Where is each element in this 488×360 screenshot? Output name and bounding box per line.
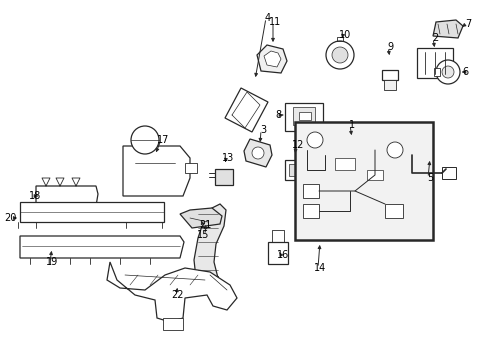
Polygon shape [224, 88, 267, 132]
Bar [285, 160, 303, 180]
Bar [202, 276, 218, 288]
Bar [346, 140, 357, 162]
Circle shape [131, 126, 159, 154]
Text: 5: 5 [426, 173, 432, 183]
Bar [288, 164, 298, 176]
Bar [294, 122, 432, 240]
Text: 11: 11 [268, 17, 281, 27]
Bar [215, 169, 232, 185]
Bar [381, 70, 397, 80]
Circle shape [441, 66, 453, 78]
Polygon shape [107, 262, 237, 322]
Bar [292, 107, 314, 125]
Text: 22: 22 [171, 290, 184, 300]
Text: 16: 16 [276, 250, 288, 260]
Text: 18: 18 [29, 191, 41, 201]
Text: 4: 4 [264, 13, 270, 23]
Text: 21: 21 [199, 220, 211, 230]
Polygon shape [20, 236, 183, 258]
Bar [416, 48, 452, 78]
Bar [433, 68, 439, 76]
Bar [334, 158, 354, 170]
Bar [441, 167, 455, 179]
Bar [384, 204, 402, 218]
Polygon shape [36, 186, 98, 206]
Circle shape [325, 41, 353, 69]
Polygon shape [244, 139, 271, 167]
Polygon shape [180, 208, 222, 228]
Bar [163, 318, 183, 330]
Bar [184, 163, 197, 173]
Circle shape [251, 147, 264, 159]
Text: 19: 19 [46, 257, 58, 267]
Circle shape [435, 60, 459, 84]
Bar [267, 242, 287, 264]
Polygon shape [123, 146, 190, 196]
Polygon shape [20, 202, 163, 222]
Bar [285, 103, 323, 131]
Bar [303, 204, 318, 218]
Bar [347, 150, 355, 158]
Bar [298, 112, 310, 120]
Text: 20: 20 [4, 213, 16, 223]
Polygon shape [432, 20, 462, 38]
Text: 6: 6 [461, 67, 467, 77]
Bar [383, 80, 395, 90]
Text: 7: 7 [464, 19, 470, 29]
Circle shape [386, 142, 402, 158]
Text: 13: 13 [222, 153, 234, 163]
Polygon shape [194, 204, 225, 278]
Bar [366, 170, 382, 180]
Text: 17: 17 [157, 135, 169, 145]
Circle shape [306, 132, 323, 148]
Text: 8: 8 [274, 110, 281, 120]
Bar [303, 184, 318, 198]
Text: 14: 14 [313, 263, 325, 273]
Text: 15: 15 [196, 230, 209, 240]
Text: 1: 1 [348, 120, 354, 130]
Text: 10: 10 [338, 30, 350, 40]
Text: 12: 12 [291, 140, 304, 150]
Circle shape [331, 47, 347, 63]
Text: 9: 9 [386, 42, 392, 52]
Polygon shape [264, 51, 281, 67]
Text: 3: 3 [260, 125, 265, 135]
Polygon shape [257, 45, 286, 73]
Bar [403, 147, 417, 159]
Text: 2: 2 [431, 33, 437, 43]
